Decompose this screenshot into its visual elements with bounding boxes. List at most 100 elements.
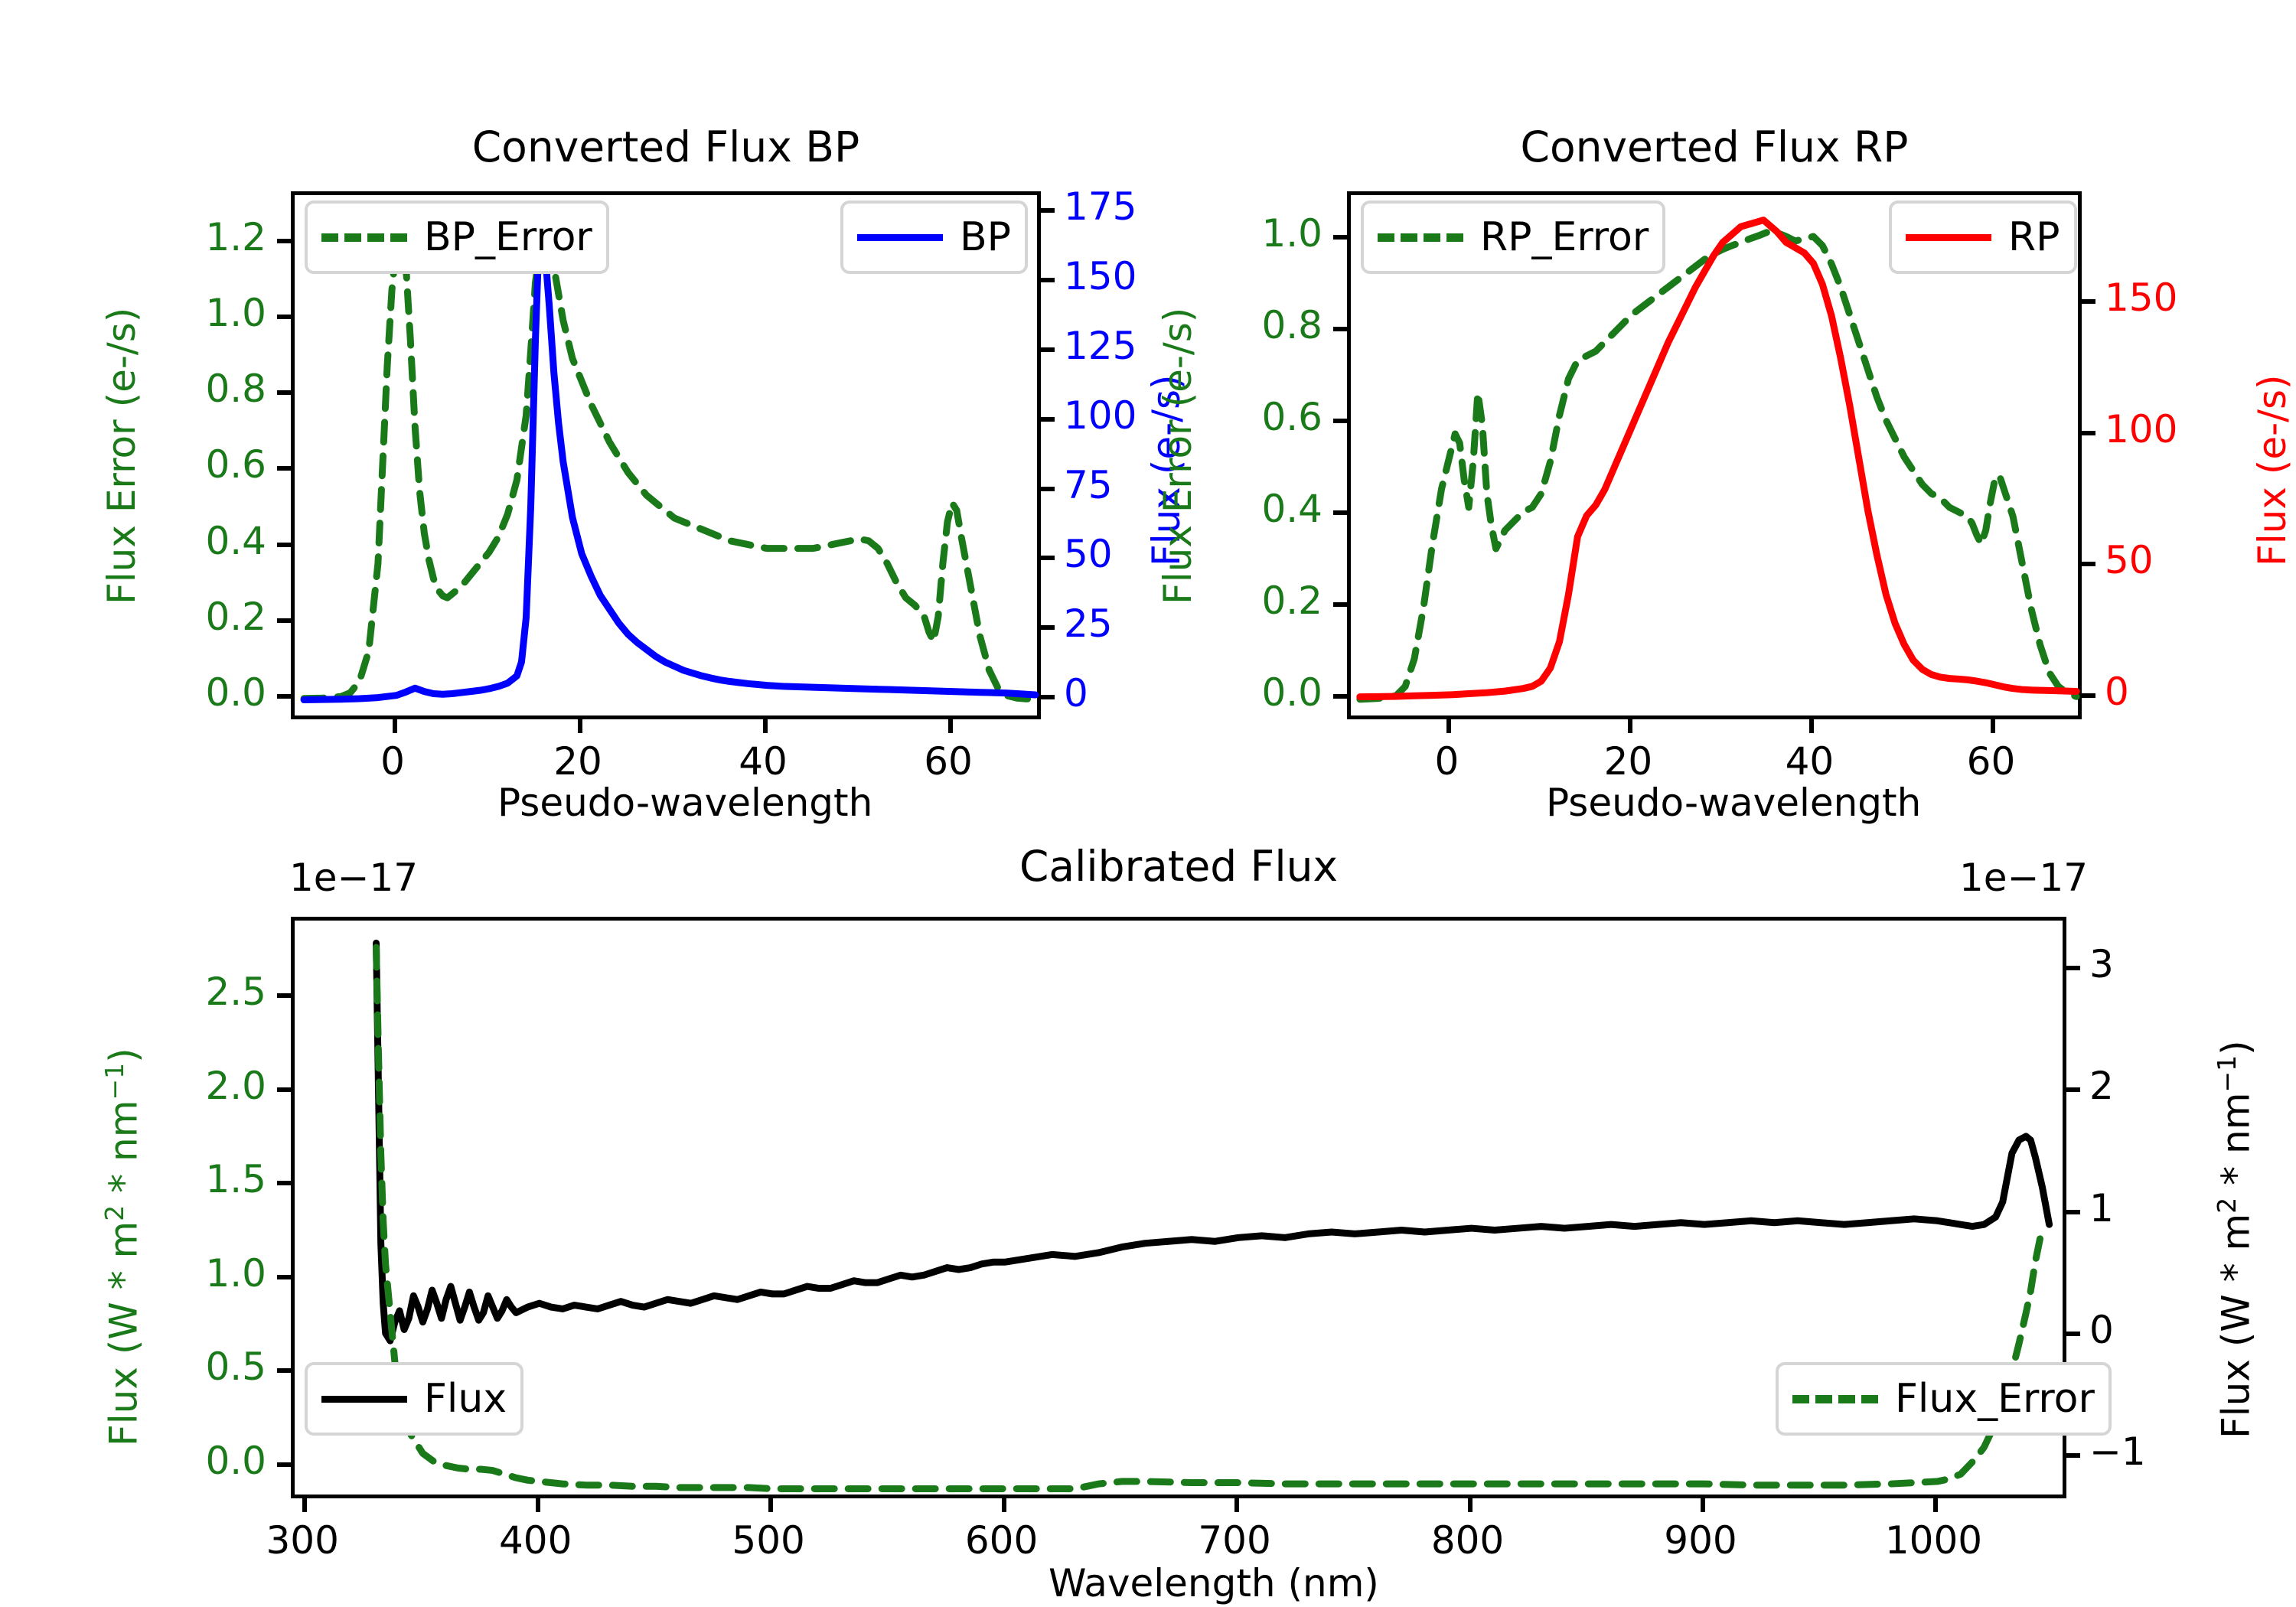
bp-legend-error[interactable]: BP_Error (305, 200, 609, 274)
rp-left-tick-mark (1333, 602, 1347, 607)
bp-x-axis-label: Pseudo-wavelength (497, 781, 873, 825)
bp-flux-legend-label: BP (960, 214, 1012, 260)
cal-x-tick-label: 900 (1664, 1518, 1737, 1563)
rp-left-tick-label: 0.6 (1261, 395, 1322, 439)
bp-error-line-swatch (321, 233, 407, 242)
rp-error-legend-label: RP_Error (1480, 214, 1649, 260)
cal-x-tick-mark (302, 1498, 308, 1512)
cal-left-tick-label: 1.0 (205, 1250, 266, 1296)
rp-legend-flux[interactable]: RP (1889, 200, 2077, 274)
calibrated-title: Calibrated Flux (1019, 842, 1339, 891)
cal-right-tick-mark (2066, 1453, 2080, 1459)
bp-right-tick-label: 0 (1064, 670, 1088, 715)
bp-right-tick-label: 50 (1064, 532, 1113, 577)
bp-left-tick-label: 1.0 (205, 290, 266, 335)
cal-left-tick-mark (277, 1181, 291, 1186)
bp-right-tick-label: 25 (1064, 601, 1113, 647)
cal-right-tick-mark (2066, 1331, 2080, 1336)
series-bp-error (300, 230, 1039, 703)
bp-error-legend-label: BP_Error (424, 214, 592, 260)
bp-left-tick-mark (277, 314, 291, 319)
bp-right-tick-label: 100 (1064, 393, 1137, 438)
cal-x-tick-mark (1700, 1498, 1705, 1512)
rp-plot-area (1356, 217, 2080, 703)
rp-x-tick-label: 40 (1785, 739, 1835, 784)
rp-x-tick-label: 20 (1603, 739, 1653, 784)
bp-legend-flux[interactable]: BP (840, 200, 1029, 274)
calibrated-left-offset-text: 1e−17 (289, 856, 419, 900)
bp-x-tick-label: 40 (739, 739, 788, 784)
cal-left-tick-mark (277, 1368, 291, 1374)
cal-right-tick-label: 1 (2089, 1185, 2114, 1231)
bp-left-tick-label: 0.0 (205, 670, 266, 715)
bp-right-tick-mark (1041, 278, 1055, 283)
bp-left-tick-mark (277, 466, 291, 471)
bp-x-tick-label: 0 (380, 739, 405, 784)
panel-converted-flux-rp: Converted Flux RP 0.0 0.2 0.4 0.6 0.8 1.0 0 50… (1148, 0, 2296, 826)
bp-left-tick-mark (277, 618, 291, 623)
bp-right-tick-mark (1041, 486, 1055, 491)
cal-left-tick-mark (277, 993, 291, 998)
calibrated-left-axis-label: Flux (W * m2 * nm−1) (99, 1048, 146, 1446)
bp-right-tick-mark (1041, 625, 1055, 631)
cal-x-tick-label: 400 (498, 1518, 572, 1563)
bp-right-tick-mark (1041, 416, 1055, 422)
bp-left-tick-label: 1.2 (205, 214, 266, 259)
cal-x-tick-mark (1001, 1498, 1006, 1512)
rp-left-tick-mark (1333, 419, 1347, 423)
cal-x-tick-mark (1467, 1498, 1473, 1512)
calibrated-error-legend-label: Flux_Error (1895, 1376, 2095, 1422)
series-flux-error (373, 944, 2046, 1492)
rp-title: Converted Flux RP (1520, 122, 1909, 171)
rp-left-tick-mark (1333, 327, 1347, 331)
bp-left-tick-mark (277, 390, 291, 396)
bp-left-tick-mark (277, 542, 291, 547)
cal-left-tick-label: 2.0 (205, 1063, 266, 1108)
rp-left-tick-label: 1.0 (1261, 211, 1322, 256)
cal-left-tick-label: 0.5 (205, 1345, 266, 1390)
cal-x-tick-label: 700 (1198, 1518, 1271, 1563)
bp-left-tick-label: 0.4 (205, 518, 266, 563)
rp-right-axis-label: Flux (e-/s) (2250, 374, 2294, 566)
cal-left-tick-label: 0.0 (205, 1438, 266, 1483)
cal-right-tick-label: 3 (2089, 941, 2114, 986)
panel-converted-flux-bp: Converted Flux BP 0.0 0.2 0.4 0.6 0.8 1.0 1.2 … (0, 0, 1189, 826)
bp-left-tick-mark (277, 238, 291, 243)
bp-right-tick-label: 150 (1064, 254, 1137, 299)
rp-left-axis-label: Flux Error (e-/s) (1156, 307, 1200, 605)
rp-right-tick-mark (2082, 430, 2095, 435)
rp-left-tick-mark (1333, 694, 1347, 699)
cal-right-tick-mark (2066, 1087, 2080, 1093)
calibrated-legend-flux[interactable]: Flux (305, 1362, 524, 1436)
cal-left-tick-label: 1.5 (205, 1157, 266, 1202)
rp-right-tick-label: 50 (2105, 538, 2154, 583)
cal-x-tick-label: 1000 (1884, 1518, 1983, 1563)
cal-left-tick-mark (277, 1274, 291, 1279)
calibrated-flux-line-swatch (321, 1395, 407, 1403)
rp-flux-legend-label: RP (2008, 214, 2060, 260)
bp-left-tick-label: 0.2 (205, 594, 266, 639)
rp-x-axis-label: Pseudo-wavelength (1546, 781, 1922, 825)
cal-right-tick-label: −1 (2089, 1429, 2146, 1475)
bp-x-tick-mark (578, 719, 583, 733)
calibrated-right-axis-label: Flux (W * m2 * nm−1) (2212, 1040, 2258, 1439)
rp-x-tick-label: 0 (1434, 739, 1459, 784)
rp-right-tick-mark (2082, 562, 2095, 567)
rp-legend-error[interactable]: RP_Error (1361, 200, 1666, 274)
series-rp-error (1356, 228, 2080, 703)
cal-x-tick-mark (535, 1498, 540, 1512)
calibrated-legend-error[interactable]: Flux_Error (1776, 1362, 2112, 1436)
cal-left-tick-mark (277, 1462, 291, 1467)
cal-x-tick-label: 600 (964, 1518, 1039, 1563)
rp-left-tick-mark (1333, 510, 1347, 515)
cal-right-tick-mark (2066, 965, 2080, 970)
rp-left-tick-label: 0.8 (1261, 303, 1322, 347)
bp-title: Converted Flux BP (471, 122, 860, 171)
rp-left-tick-label: 0.0 (1261, 670, 1322, 715)
bp-x-tick-mark (393, 719, 398, 733)
rp-x-tick-mark (1628, 719, 1633, 733)
calibrated-axes (291, 917, 2066, 1498)
calibrated-plot-area (373, 939, 2053, 1492)
series-flux (373, 939, 2053, 1345)
